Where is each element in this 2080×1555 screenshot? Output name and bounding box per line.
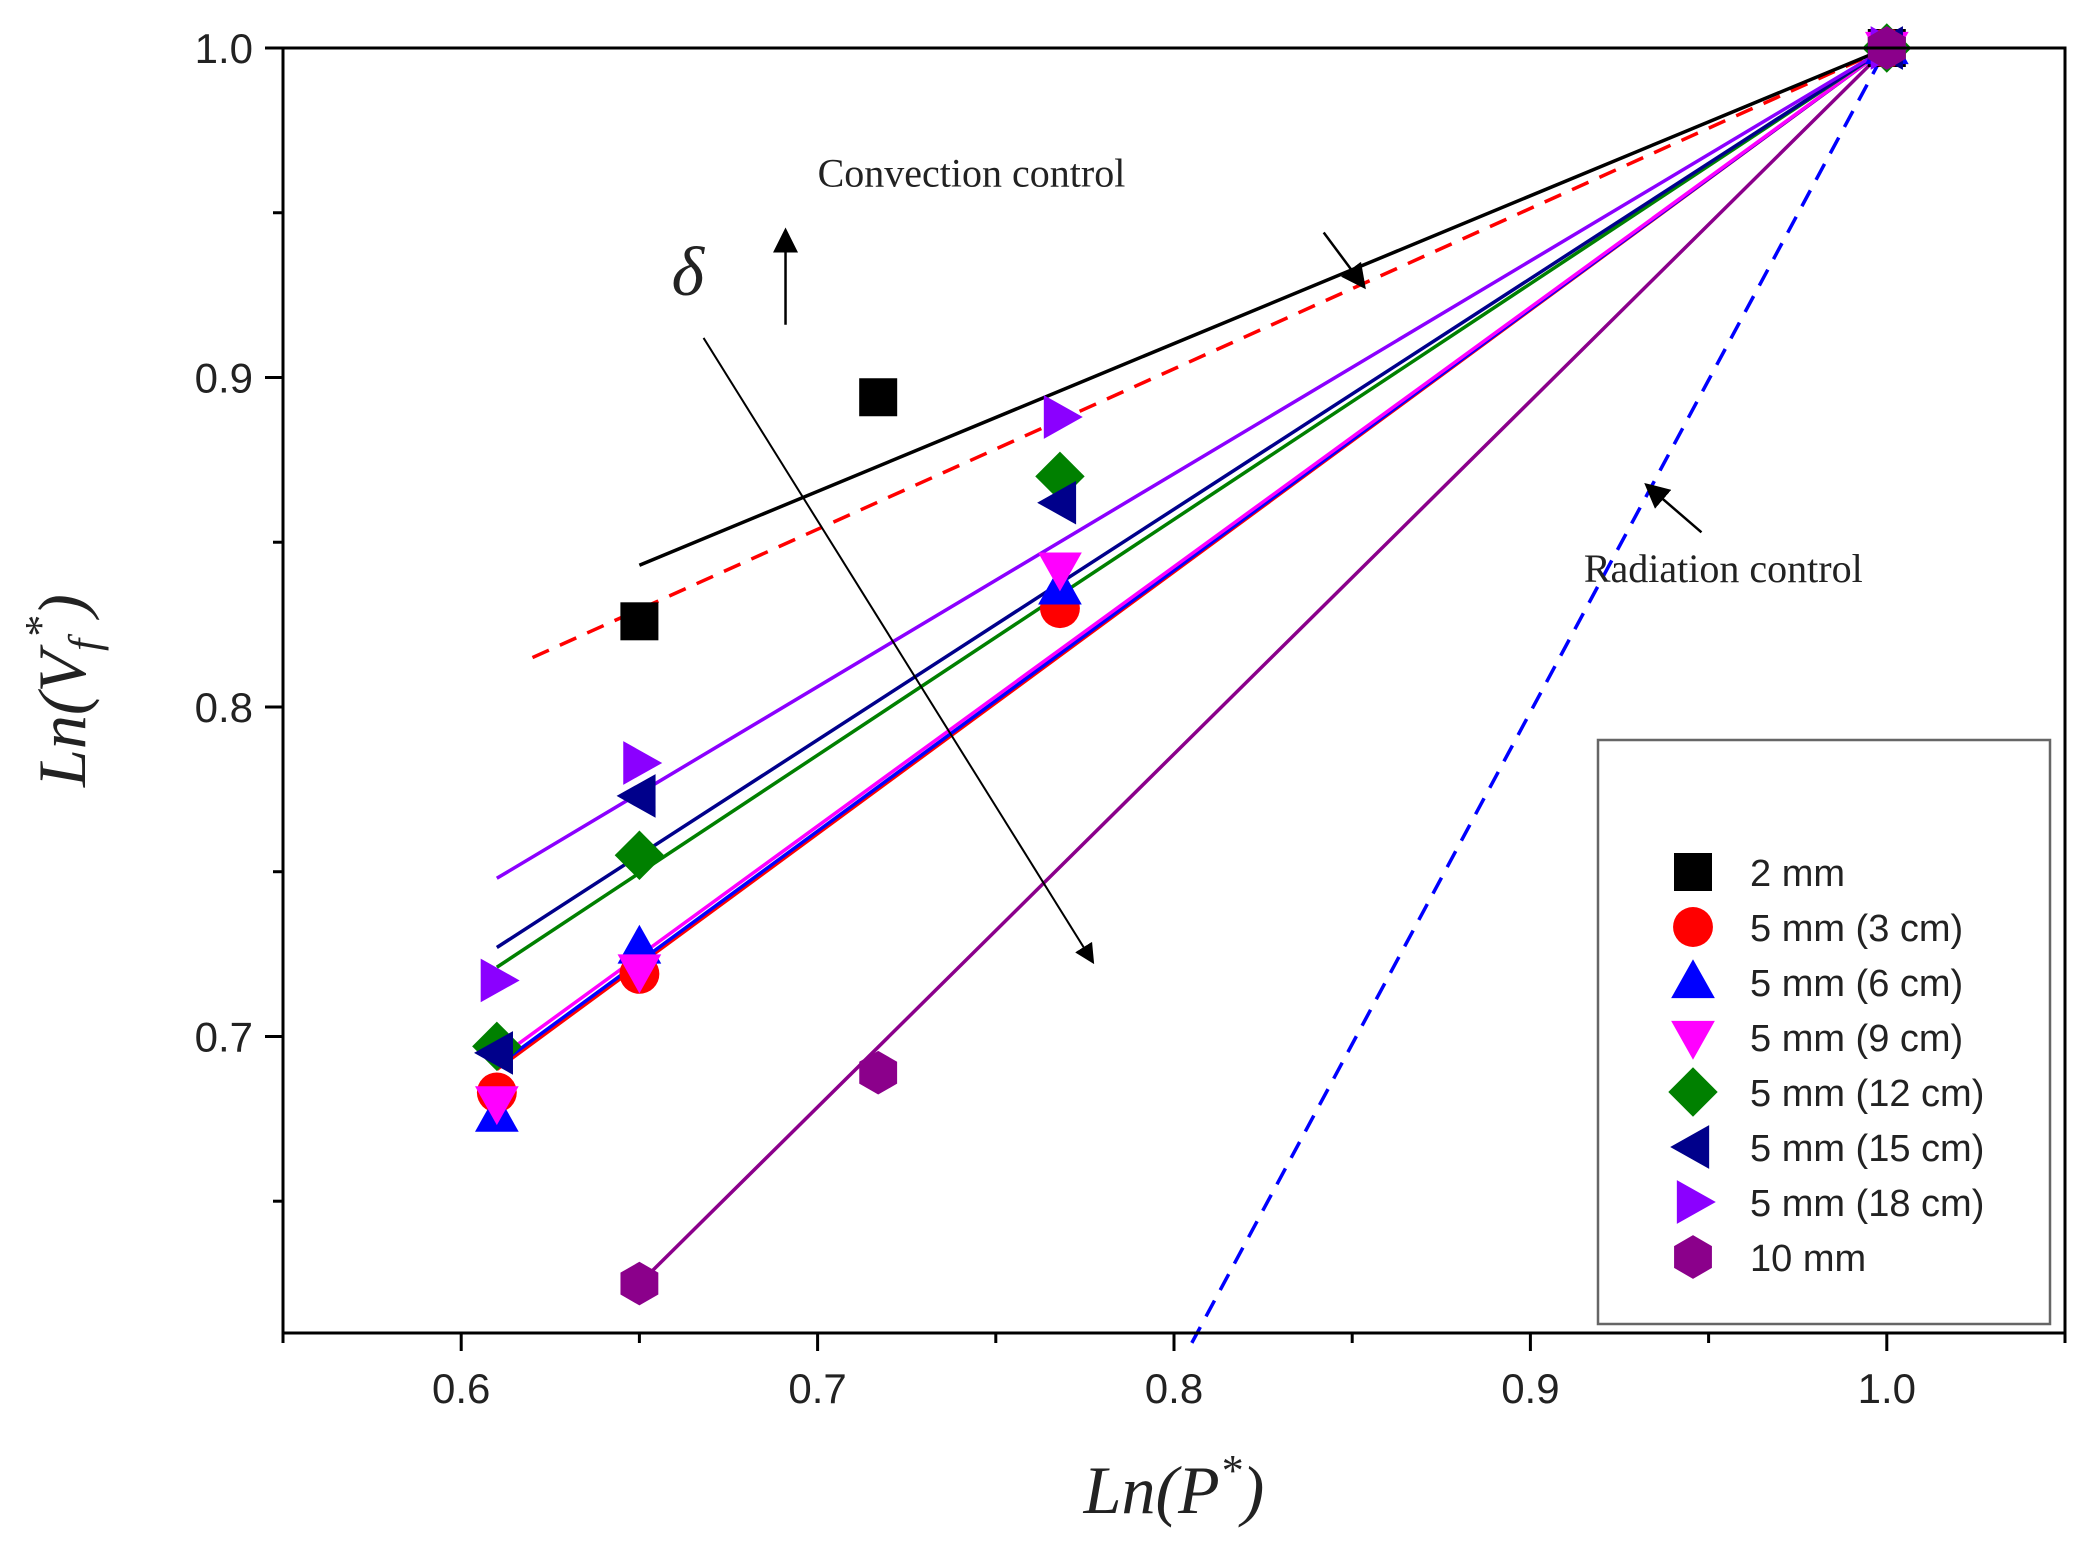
legend-label: 5 mm (9 cm) bbox=[1750, 1018, 1963, 1060]
data-point bbox=[859, 1050, 898, 1095]
x-tick-label: 0.8 bbox=[1145, 1365, 1203, 1412]
fit-line bbox=[638, 46, 1889, 1285]
x-axis-title: Ln(P*) bbox=[1083, 1446, 1265, 1528]
legend-marker bbox=[1671, 1020, 1715, 1060]
fit-line bbox=[495, 46, 1888, 969]
trend-arrow bbox=[702, 337, 1095, 965]
data-point bbox=[617, 924, 662, 964]
data-point bbox=[474, 1086, 519, 1126]
legend-marker bbox=[1671, 959, 1715, 999]
y-axis-title-sup: * bbox=[16, 617, 65, 639]
y-tick-label: 0.8 bbox=[195, 684, 253, 731]
legend-label: 5 mm (12 cm) bbox=[1750, 1073, 1984, 1115]
data-point bbox=[620, 1261, 659, 1306]
x-tick-label: 0.9 bbox=[1501, 1365, 1559, 1412]
x-tick-label: 0.6 bbox=[432, 1365, 490, 1412]
legend-marker bbox=[1674, 853, 1712, 891]
y-axis-title: Ln(Vf*) bbox=[16, 594, 109, 788]
fit-lines bbox=[495, 46, 1889, 1285]
delta-label: δ bbox=[671, 234, 705, 311]
legend-label: 5 mm (18 cm) bbox=[1750, 1183, 1984, 1225]
x-axis-title-sup: * bbox=[1220, 1446, 1242, 1495]
legend: 2 mm 5 mm (3 cm) 5 mm (6 cm) 5 mm (9 cm) 5 m… bbox=[1596, 738, 2052, 1326]
legend-box bbox=[1596, 738, 2052, 1326]
convection-control-label: Convection control bbox=[818, 150, 1126, 195]
data-point bbox=[623, 741, 663, 785]
data-point bbox=[617, 954, 662, 994]
y-axis-title-main: Ln(V bbox=[24, 643, 100, 787]
y-tick-label: 1.0 bbox=[195, 25, 253, 72]
x-tick-label: 0.7 bbox=[788, 1365, 846, 1412]
x-tick-label: 1.0 bbox=[1858, 1365, 1916, 1412]
y-tick-label: 0.7 bbox=[195, 1013, 253, 1060]
legend-marker bbox=[1674, 1235, 1712, 1279]
fit-line bbox=[495, 46, 1888, 880]
x-axis-title-close: ) bbox=[1238, 1452, 1265, 1528]
data-point bbox=[620, 602, 659, 641]
data-point bbox=[1043, 395, 1083, 439]
data-point bbox=[1037, 480, 1077, 525]
reference-line bbox=[1190, 47, 1889, 1344]
legend-marker bbox=[1668, 1067, 1718, 1117]
data-point bbox=[859, 378, 898, 417]
y-tick-label: 0.9 bbox=[195, 354, 253, 401]
data-point bbox=[474, 1031, 513, 1075]
data-point bbox=[614, 830, 665, 880]
fit-line bbox=[638, 46, 1888, 567]
fit-line bbox=[495, 46, 1888, 949]
data-point bbox=[480, 958, 520, 1003]
legend-label: 2 mm bbox=[1750, 853, 1845, 895]
legend-label: 10 mm bbox=[1750, 1238, 1866, 1280]
convection-arrow bbox=[1322, 231, 1366, 290]
legend-label: 5 mm (15 cm) bbox=[1750, 1128, 1984, 1170]
y-axis-title-sub: f bbox=[60, 633, 109, 651]
legend-label: 5 mm (6 cm) bbox=[1750, 963, 1963, 1005]
data-point bbox=[1038, 552, 1082, 592]
legend-marker bbox=[1670, 1125, 1710, 1169]
radiation-control-label: Radiation control bbox=[1584, 546, 1863, 591]
fit-line bbox=[495, 46, 1888, 1061]
legend-marker bbox=[1673, 907, 1713, 947]
y-axis-title-close: ) bbox=[24, 594, 100, 621]
data-point bbox=[616, 774, 656, 818]
legend-items: 2 mm 5 mm (3 cm) 5 mm (6 cm) 5 mm (9 cm) 5 m… bbox=[1668, 853, 1984, 1280]
x-axis-title-main: Ln(P bbox=[1083, 1452, 1220, 1528]
reference-lines bbox=[531, 46, 1889, 1344]
reference-line bbox=[531, 46, 1888, 660]
legend-label: 5 mm (3 cm) bbox=[1750, 908, 1963, 950]
axis-ticks: 0.6 0.7 0.8 0.9 1.0 0.7 0.8 0.9 1.0 bbox=[195, 25, 2067, 1412]
radiation-arrow bbox=[1644, 482, 1703, 534]
data-markers bbox=[472, 23, 1912, 1306]
legend-marker bbox=[1676, 1180, 1716, 1224]
